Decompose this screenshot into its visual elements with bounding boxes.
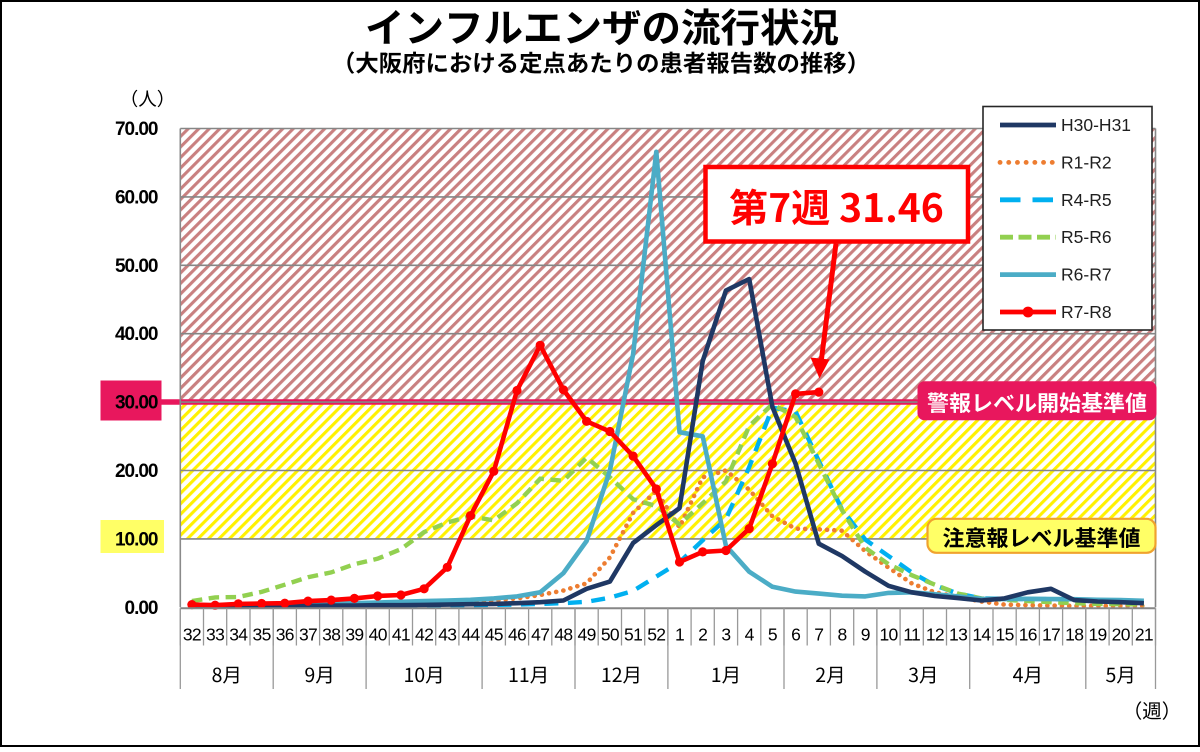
svg-text:R4-R5: R4-R5: [1061, 190, 1112, 210]
svg-text:46: 46: [508, 625, 526, 645]
svg-text:32: 32: [183, 625, 201, 645]
svg-text:37: 37: [299, 625, 317, 645]
svg-text:6: 6: [791, 625, 800, 645]
svg-text:49: 49: [578, 625, 596, 645]
svg-text:34: 34: [229, 625, 248, 645]
svg-text:17: 17: [1042, 625, 1060, 645]
svg-text:3: 3: [721, 625, 730, 645]
svg-text:7: 7: [814, 625, 823, 645]
svg-text:H30-H31: H30-H31: [1061, 115, 1131, 135]
svg-text:35: 35: [253, 625, 271, 645]
svg-text:13: 13: [949, 625, 967, 645]
svg-text:39: 39: [345, 625, 363, 645]
svg-text:42: 42: [415, 625, 433, 645]
svg-text:40: 40: [369, 625, 388, 645]
svg-text:52: 52: [647, 625, 665, 645]
svg-text:10: 10: [879, 625, 898, 645]
svg-text:36: 36: [276, 625, 294, 645]
svg-text:18: 18: [1065, 625, 1083, 645]
svg-text:16: 16: [1019, 625, 1037, 645]
svg-text:15: 15: [996, 625, 1014, 645]
svg-text:51: 51: [624, 625, 642, 645]
svg-text:20.00: 20.00: [115, 461, 158, 482]
svg-text:38: 38: [322, 625, 340, 645]
svg-text:33: 33: [206, 625, 224, 645]
svg-text:45: 45: [485, 625, 503, 645]
svg-text:14: 14: [972, 625, 991, 645]
svg-text:19: 19: [1088, 625, 1106, 645]
svg-text:20: 20: [1112, 625, 1131, 645]
svg-text:2: 2: [698, 625, 707, 645]
svg-text:12: 12: [926, 625, 944, 645]
svg-text:5: 5: [768, 625, 777, 645]
svg-text:R7-R8: R7-R8: [1061, 302, 1112, 322]
svg-text:41: 41: [392, 625, 410, 645]
svg-text:11: 11: [903, 625, 920, 645]
svg-text:0.00: 0.00: [125, 598, 158, 619]
svg-text:R1-R2: R1-R2: [1061, 152, 1112, 172]
svg-text:40.00: 40.00: [115, 324, 158, 345]
svg-text:48: 48: [554, 625, 572, 645]
svg-text:43: 43: [438, 625, 456, 645]
svg-text:30.00: 30.00: [115, 393, 158, 414]
svg-text:10.00: 10.00: [115, 529, 158, 550]
svg-text:44: 44: [461, 625, 480, 645]
svg-text:9: 9: [861, 625, 870, 645]
svg-text:8: 8: [837, 625, 846, 645]
svg-text:R5-R6: R5-R6: [1061, 227, 1112, 247]
svg-text:21: 21: [1135, 625, 1153, 645]
svg-text:47: 47: [531, 625, 549, 645]
svg-text:4: 4: [745, 625, 755, 645]
svg-text:50.00: 50.00: [115, 256, 158, 277]
svg-text:1: 1: [675, 625, 684, 645]
svg-text:R6-R7: R6-R7: [1061, 265, 1112, 285]
svg-text:70.00: 70.00: [115, 119, 158, 140]
svg-text:60.00: 60.00: [115, 187, 158, 208]
svg-text:50: 50: [601, 625, 620, 645]
